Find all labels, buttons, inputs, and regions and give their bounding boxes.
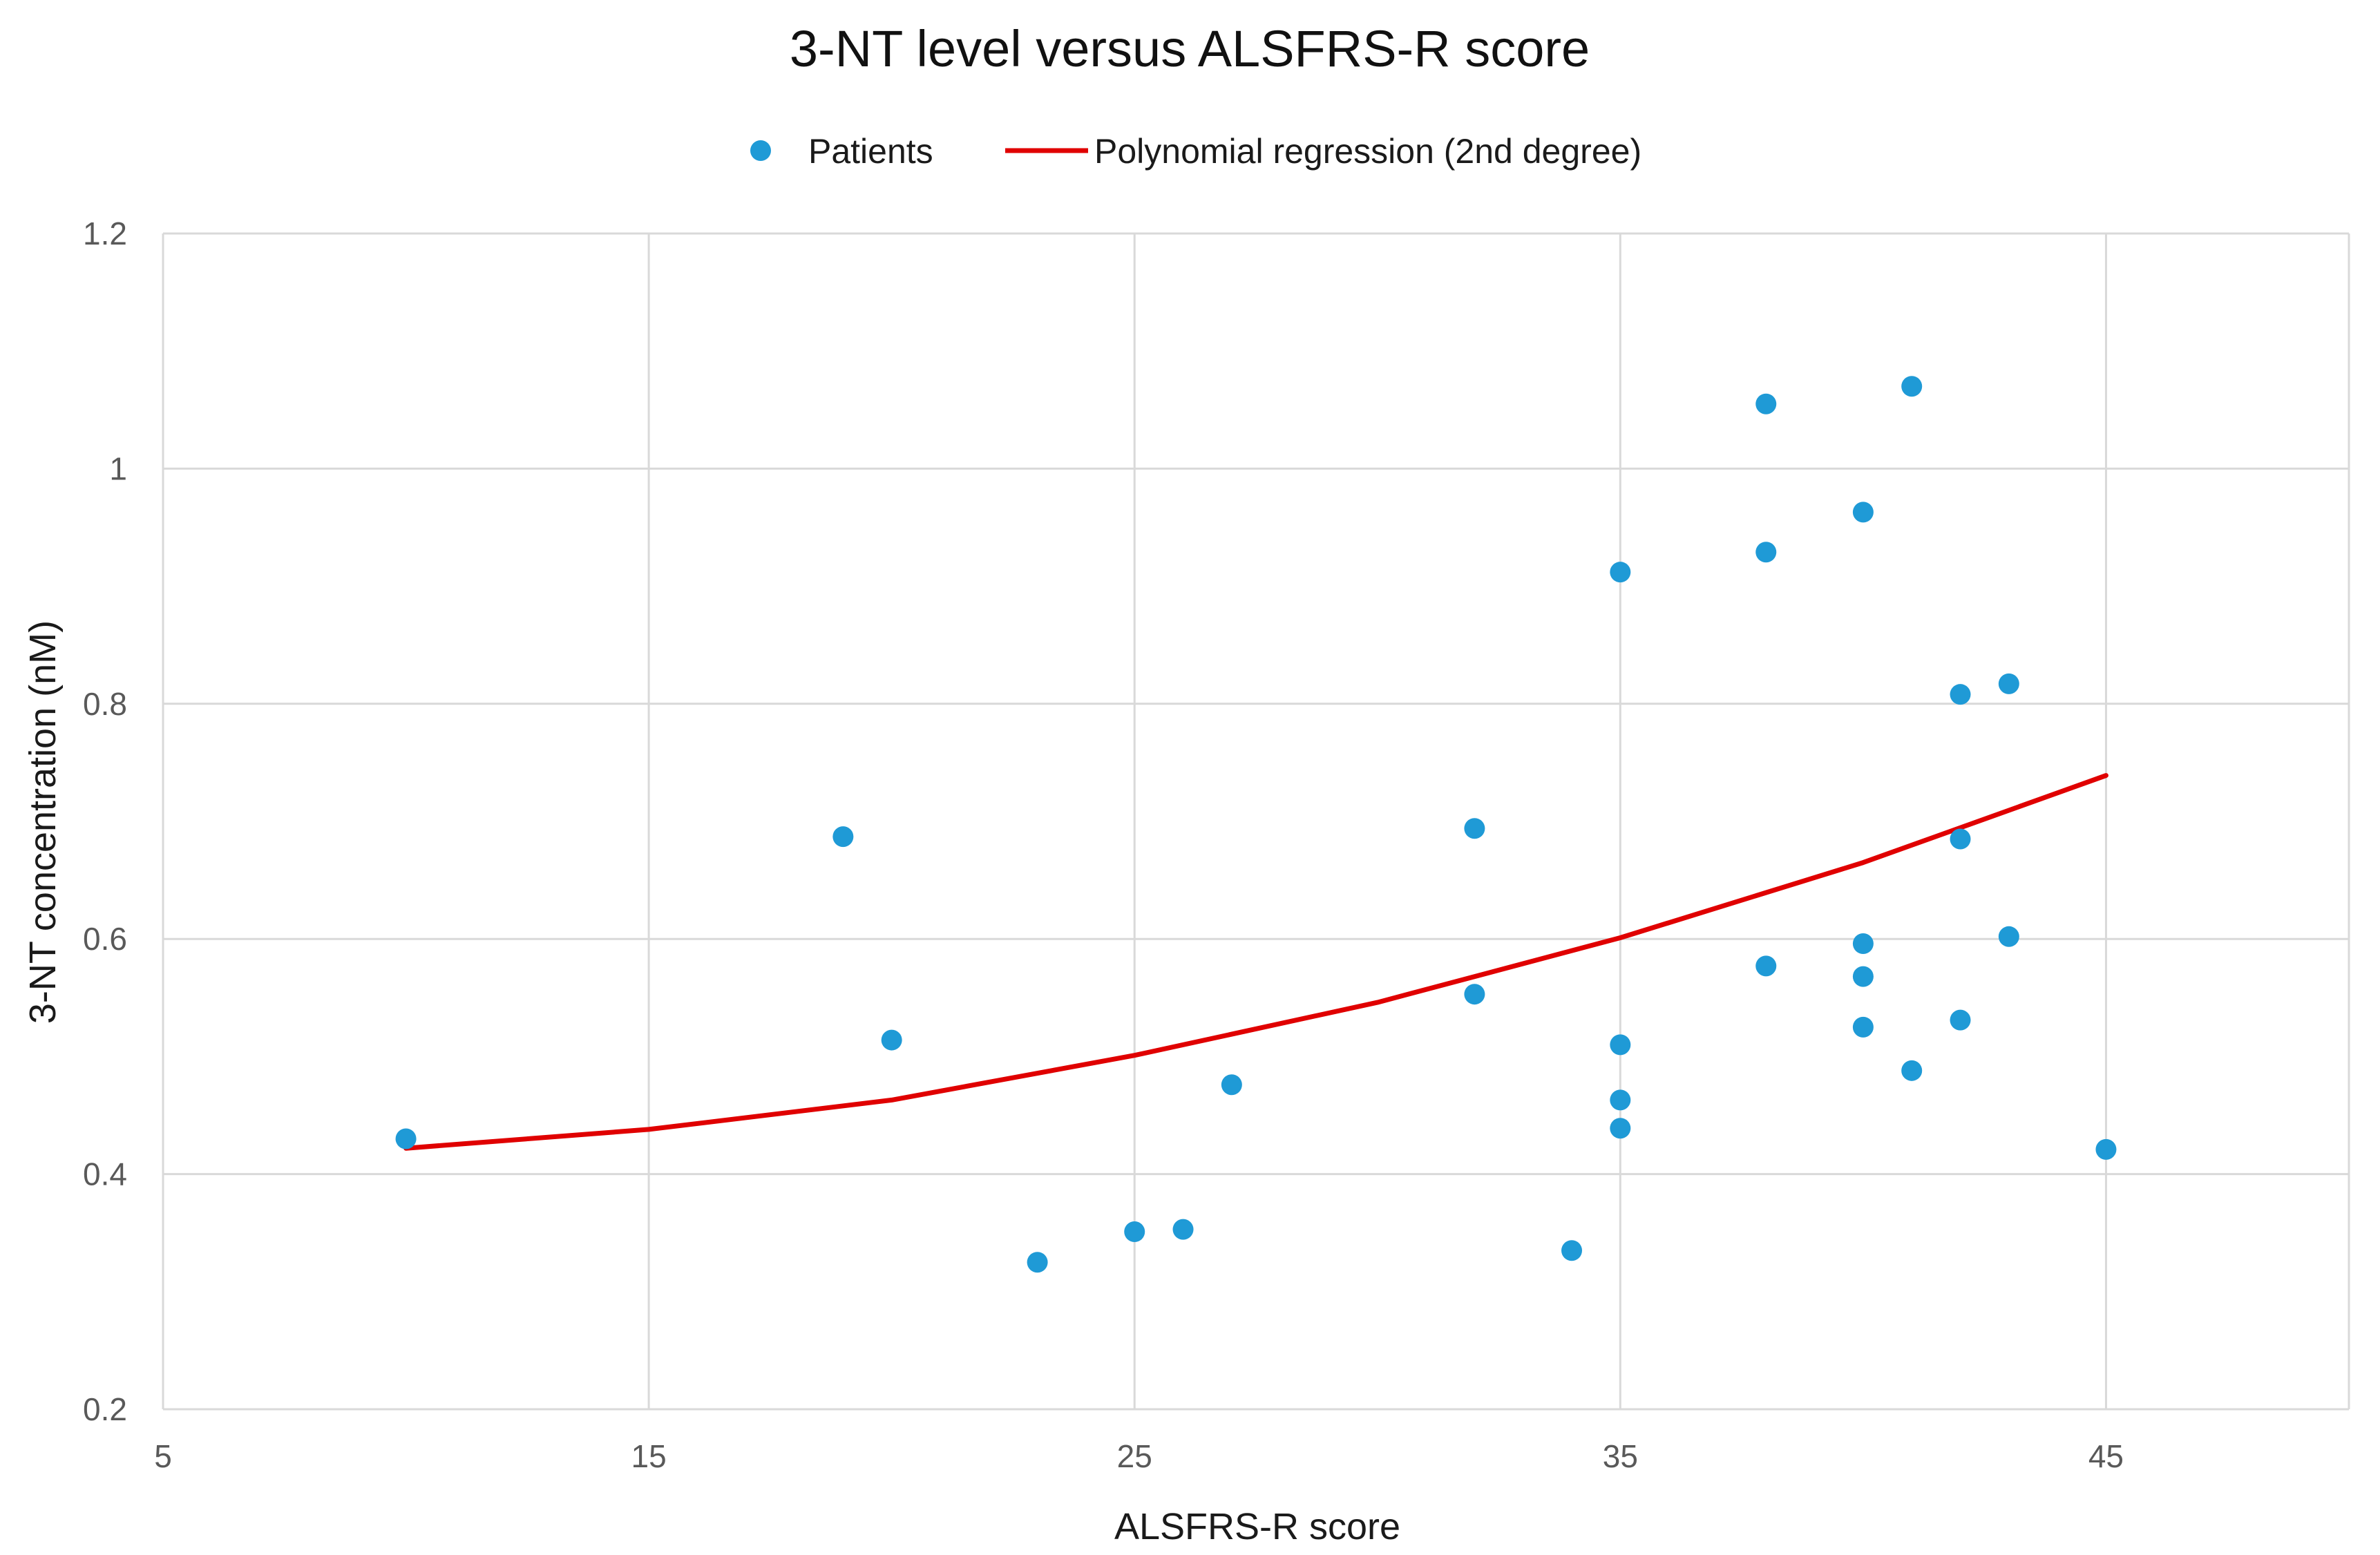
data-point: [1124, 1221, 1145, 1242]
data-point: [1464, 984, 1485, 1005]
chart-title: 3-NT level versus ALSFRS-R score: [790, 20, 1590, 77]
gridlines: [162, 232, 2350, 1411]
y-tick-label: 1.2: [83, 216, 127, 251]
data-point: [1950, 1009, 1971, 1031]
x-tick-label: 15: [631, 1438, 667, 1474]
data-point: [1172, 1219, 1194, 1240]
legend-marker-patients: [750, 140, 771, 161]
data-point: [1852, 933, 1874, 955]
data-point: [395, 1128, 417, 1149]
data-point: [1610, 1118, 1631, 1139]
data-point: [2095, 1138, 2117, 1160]
data-point: [1610, 1089, 1631, 1111]
regression-line: [403, 773, 2108, 1151]
y-tick-label: 0.4: [83, 1156, 127, 1192]
legend: Patients Polynomial regression (2nd degr…: [750, 132, 1641, 171]
y-axis-title: 3-NT concentration (nM): [22, 620, 64, 1024]
y-tick-label: 1: [109, 450, 127, 486]
y-tick-label: 0.8: [83, 686, 127, 722]
data-point: [1610, 1034, 1631, 1056]
x-tick-label: 35: [1603, 1438, 1638, 1474]
data-point: [1852, 502, 1874, 523]
data-point: [1464, 818, 1485, 839]
data-point: [1950, 684, 1971, 705]
data-point: [1610, 562, 1631, 583]
data-point: [1852, 966, 1874, 987]
data-point: [1755, 393, 1777, 414]
data-point: [1755, 542, 1777, 563]
data-point: [1027, 1252, 1048, 1273]
legend-label-regression: Polynomial regression (2nd degree): [1094, 132, 1641, 171]
x-tick-label: 45: [2088, 1438, 2124, 1474]
x-tick-label: 25: [1117, 1438, 1152, 1474]
data-point: [1998, 926, 2019, 947]
regression-layer: [403, 773, 2108, 1151]
y-tick-label: 0.2: [83, 1391, 127, 1427]
data-point: [832, 826, 854, 848]
x-axis-title: ALSFRS-R score: [1114, 1506, 1400, 1547]
data-point: [1852, 1016, 1874, 1038]
data-point: [1221, 1074, 1242, 1096]
data-point: [1950, 828, 1971, 850]
y-tick-label: 0.6: [83, 921, 127, 957]
data-point: [1561, 1240, 1583, 1261]
tick-labels: 0.2 0.4 0.6 0.8 1 1.2 5 15 25 35 45: [83, 216, 2124, 1474]
points-layer: [395, 376, 2117, 1273]
x-tick-label: 5: [154, 1438, 172, 1474]
legend-label-patients: Patients: [808, 132, 933, 171]
data-point: [1901, 1060, 1923, 1081]
data-point: [1755, 955, 1777, 977]
data-point: [1901, 376, 1923, 397]
data-point: [1998, 673, 2019, 694]
data-point: [881, 1029, 902, 1051]
